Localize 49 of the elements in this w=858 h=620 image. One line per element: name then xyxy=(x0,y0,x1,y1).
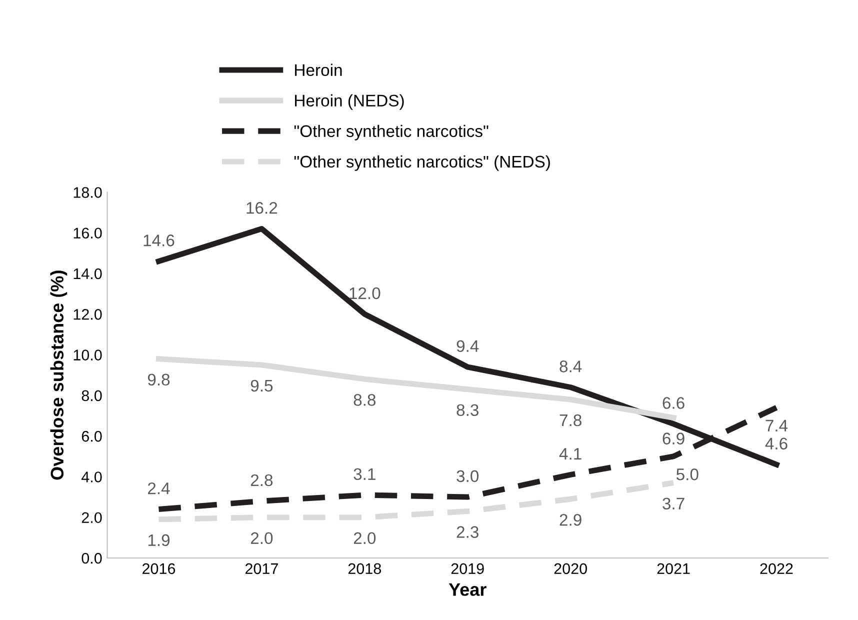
legend-label: Heroin xyxy=(295,64,342,76)
data-label: 2.8 xyxy=(250,474,273,486)
data-label: 3.7 xyxy=(662,498,684,510)
data-label: 12.0 xyxy=(350,287,380,300)
data-label: 3.1 xyxy=(354,468,376,480)
data-label: 9.5 xyxy=(250,380,273,392)
data-label: 1.9 xyxy=(148,534,170,546)
y-tick-label: 10.0 xyxy=(74,350,102,360)
data-label: 2.3 xyxy=(456,526,478,538)
data-label: 9.8 xyxy=(148,374,170,386)
x-tick-label: 2016 xyxy=(142,563,176,574)
data-label: 8.8 xyxy=(354,394,376,406)
y-tick-label: 12.0 xyxy=(74,309,102,320)
data-label: 7.8 xyxy=(560,414,582,426)
y-tick-label: 4.0 xyxy=(82,472,102,482)
x-tick-label: 2019 xyxy=(451,563,484,574)
y-tick-label: 16.0 xyxy=(74,228,102,239)
y-tick-label: 6.0 xyxy=(82,430,102,442)
data-label: 3.0 xyxy=(456,470,479,482)
data-label: 7.4 xyxy=(766,420,788,432)
data-label: 8.3 xyxy=(456,404,478,416)
data-label: 2.9 xyxy=(560,514,582,526)
x-axis-title: Year xyxy=(448,583,486,596)
data-label: 9.4 xyxy=(456,340,479,352)
y-tick-label: 0.0 xyxy=(82,552,102,564)
data-label: 2.0 xyxy=(354,532,376,544)
y-tick-label: 8.0 xyxy=(82,390,102,402)
data-label: 6.6 xyxy=(662,397,684,409)
data-label: 6.9 xyxy=(662,432,684,444)
x-tick-label: 2017 xyxy=(245,563,278,574)
data-label: 5.0 xyxy=(676,468,698,480)
x-tick-label: 2018 xyxy=(348,563,381,574)
data-label: 4.6 xyxy=(765,438,788,450)
data-label: 16.2 xyxy=(246,202,278,214)
data-label: 14.6 xyxy=(144,234,174,246)
y-tick-label: 14.0 xyxy=(74,268,102,280)
legend-label: Heroin (NEDS) xyxy=(295,94,404,110)
y-tick-label: 2.0 xyxy=(82,512,102,524)
data-label: 2.0 xyxy=(250,532,273,544)
y-tick-label: 18.0 xyxy=(74,187,102,198)
legend-label: "Other synthetic narcotics" xyxy=(294,124,488,140)
y-axis-title: Overdose substance (%) xyxy=(50,270,68,480)
x-tick-label: 2022 xyxy=(760,563,793,574)
legend-label: "Other synthetic narcotics" (NEDS) xyxy=(294,155,550,171)
data-label: 2.4 xyxy=(148,482,170,494)
x-tick-label: 2021 xyxy=(657,563,690,574)
data-label: 4.1 xyxy=(559,448,582,460)
x-tick-label: 2020 xyxy=(554,563,587,574)
data-label: 8.4 xyxy=(560,360,582,372)
